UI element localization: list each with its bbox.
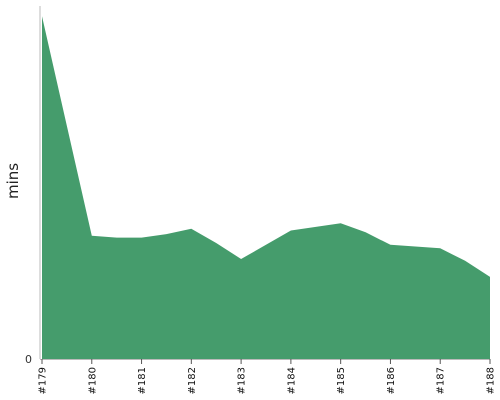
x-tick-label: #180 — [87, 367, 98, 394]
x-axis-ticks: #179 #180 #181 #182 #183 #184 #185 #186 #187 #188 — [38, 359, 497, 394]
x-tick-label: #182 — [187, 367, 198, 394]
y-axis-title: mins — [4, 163, 22, 199]
y-tick-label: 0 — [25, 353, 32, 366]
x-tick-label: #188 — [486, 367, 497, 394]
x-tick-label: #181 — [137, 367, 148, 394]
x-tick-label: #185 — [336, 367, 347, 394]
series-area — [42, 16, 490, 360]
x-tick-label: #187 — [436, 367, 447, 394]
y-axis-ticks: 0 — [25, 353, 32, 366]
x-tick-label: #179 — [38, 367, 49, 394]
x-tick-label: #186 — [386, 367, 397, 394]
x-tick-label: #184 — [286, 367, 297, 394]
x-tick-label: #183 — [237, 367, 248, 394]
